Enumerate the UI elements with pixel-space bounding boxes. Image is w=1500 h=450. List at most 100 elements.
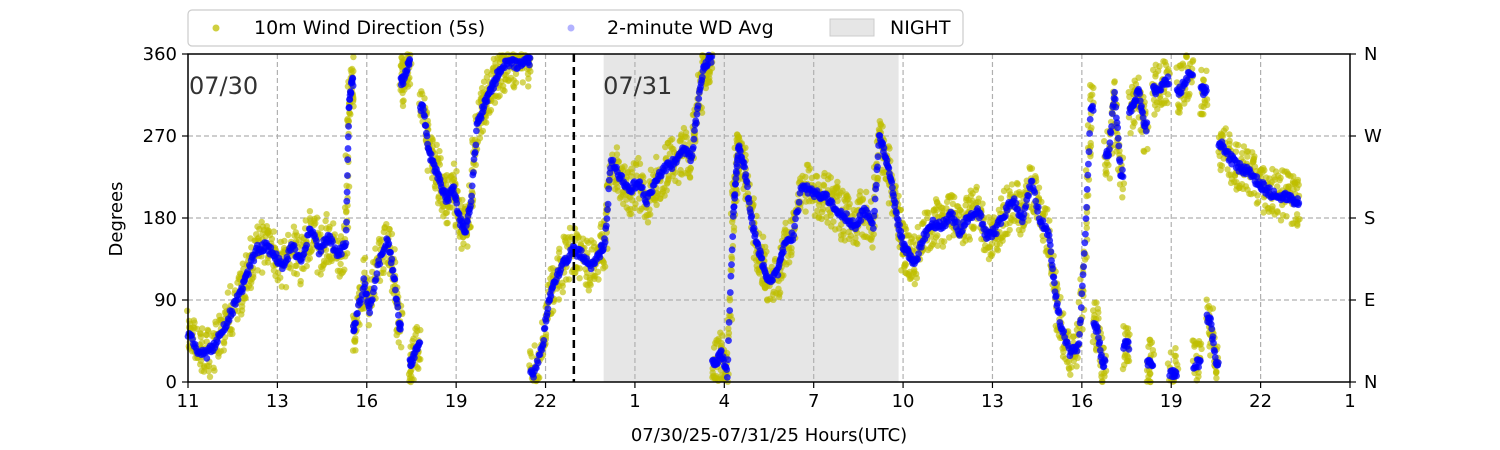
wind-direction-point: [1125, 357, 1133, 365]
legend-label-wd-avg: 2-minute WD Avg: [607, 17, 774, 39]
wd-avg-point: [1094, 327, 1102, 335]
wd-avg-point: [1051, 279, 1058, 287]
wd-avg-point: [343, 197, 351, 205]
x-tick-label: 16: [355, 391, 378, 412]
wind-direction-point: [669, 135, 676, 143]
wind-direction-point: [1065, 358, 1072, 365]
wind-direction-point: [398, 344, 405, 351]
wind-direction-point: [1234, 141, 1242, 149]
wd-avg-point: [347, 89, 355, 97]
wind-direction-point: [635, 154, 642, 162]
wind-direction-point: [1204, 101, 1211, 109]
wd-avg-point: [1142, 127, 1150, 135]
wind-direction-point: [1127, 130, 1134, 137]
right-axis-label: S: [1364, 208, 1375, 229]
wind-direction-point: [868, 236, 875, 244]
wd-avg-point: [427, 150, 435, 158]
wd-avg-point: [1183, 76, 1191, 84]
wind-direction-point: [636, 160, 644, 167]
wd-avg-point: [1108, 110, 1116, 117]
wind-direction-point: [576, 265, 583, 272]
wd-avg-point: [692, 119, 700, 127]
wind-direction-point: [472, 161, 479, 169]
wd-avg-point: [397, 321, 405, 328]
wind-direction-point: [911, 268, 918, 276]
wd-avg-point: [344, 133, 352, 141]
wd-avg-point: [1115, 142, 1123, 150]
wind-direction-point: [248, 279, 255, 286]
wd-avg-point: [596, 253, 604, 261]
wd-avg-point: [888, 179, 896, 186]
wind-direction-point: [443, 220, 450, 227]
wind-direction-point: [1135, 74, 1142, 81]
legend[interactable]: 10m Wind Direction (5s) 2-minute WD Avg NI…: [187, 9, 964, 47]
wind-direction-point: [510, 84, 518, 91]
x-tick-label: 1: [1344, 391, 1355, 412]
wind-direction-point: [365, 322, 372, 329]
wd-avg-point: [416, 339, 424, 346]
wind-direction-point: [698, 109, 706, 116]
wd-avg-point: [662, 167, 669, 175]
wd-avg-point: [406, 56, 414, 63]
wd-avg-point: [526, 61, 533, 69]
wd-avg-point: [1084, 171, 1092, 179]
wd-avg-point: [1045, 231, 1053, 239]
wind-direction-point: [683, 134, 690, 141]
wind-direction-point: [845, 195, 852, 202]
wd-avg-point: [992, 230, 1000, 238]
wind-direction-point: [1119, 365, 1127, 373]
wd-avg-point: [467, 198, 475, 206]
wd-avg-point: [603, 215, 611, 223]
wd-avg-point: [422, 122, 430, 129]
wind-direction-point: [601, 263, 609, 270]
wd-avg-point: [698, 73, 706, 81]
wind-direction-point: [1260, 165, 1267, 172]
wind-direction-point: [1175, 102, 1183, 110]
wind-direction-point: [443, 209, 451, 216]
wd-avg-point: [395, 311, 402, 319]
wind-direction-point: [644, 219, 652, 226]
wind-direction-point: [1151, 111, 1158, 118]
wd-avg-point: [229, 310, 237, 317]
wd-avg-point: [360, 275, 368, 283]
wind-direction-point: [215, 353, 222, 360]
wind-direction-point: [1294, 220, 1301, 228]
wind-direction-point: [528, 353, 535, 360]
wd-avg-point: [1106, 139, 1114, 147]
x-tick-label: 10: [892, 391, 915, 412]
y-tick-label: 360: [143, 44, 177, 65]
wd-avg-point: [1086, 130, 1093, 137]
wd-avg-point: [1079, 271, 1087, 279]
wd-avg-point: [953, 218, 961, 226]
wind-direction-point: [725, 325, 732, 332]
wd-avg-point: [1101, 357, 1109, 365]
wd-avg-point: [1189, 71, 1197, 79]
wind-direction-point: [1198, 110, 1205, 118]
wd-avg-point: [689, 144, 697, 151]
wind-direction-point: [1095, 315, 1102, 322]
wind-direction-point: [613, 151, 621, 158]
wind-direction-point: [330, 220, 337, 227]
wind-direction-point: [989, 250, 996, 257]
wind-direction-point: [901, 223, 909, 230]
wd-avg-point: [707, 59, 715, 66]
wind-direction-point: [303, 262, 310, 270]
wind-direction-point: [763, 248, 770, 255]
wind-direction-point: [275, 269, 282, 276]
wd-avg-point: [354, 309, 361, 317]
wind-direction-point: [343, 208, 350, 215]
wind-direction-point: [819, 205, 827, 213]
wd-avg-point: [1208, 325, 1216, 333]
wind-direction-point: [1179, 60, 1187, 67]
wind-direction-point: [647, 166, 655, 173]
wd-avg-point: [744, 183, 751, 191]
wind-direction-point: [997, 195, 1005, 202]
wind-direction-point: [1156, 63, 1163, 70]
wd-avg-point: [1105, 152, 1113, 159]
wd-avg-point: [1139, 114, 1147, 121]
wind-direction-point: [1038, 198, 1045, 206]
wind-direction-point: [966, 236, 973, 243]
wd-avg-point: [1078, 290, 1086, 298]
wind-direction-point: [988, 240, 996, 247]
wind-direction-point: [594, 268, 602, 275]
